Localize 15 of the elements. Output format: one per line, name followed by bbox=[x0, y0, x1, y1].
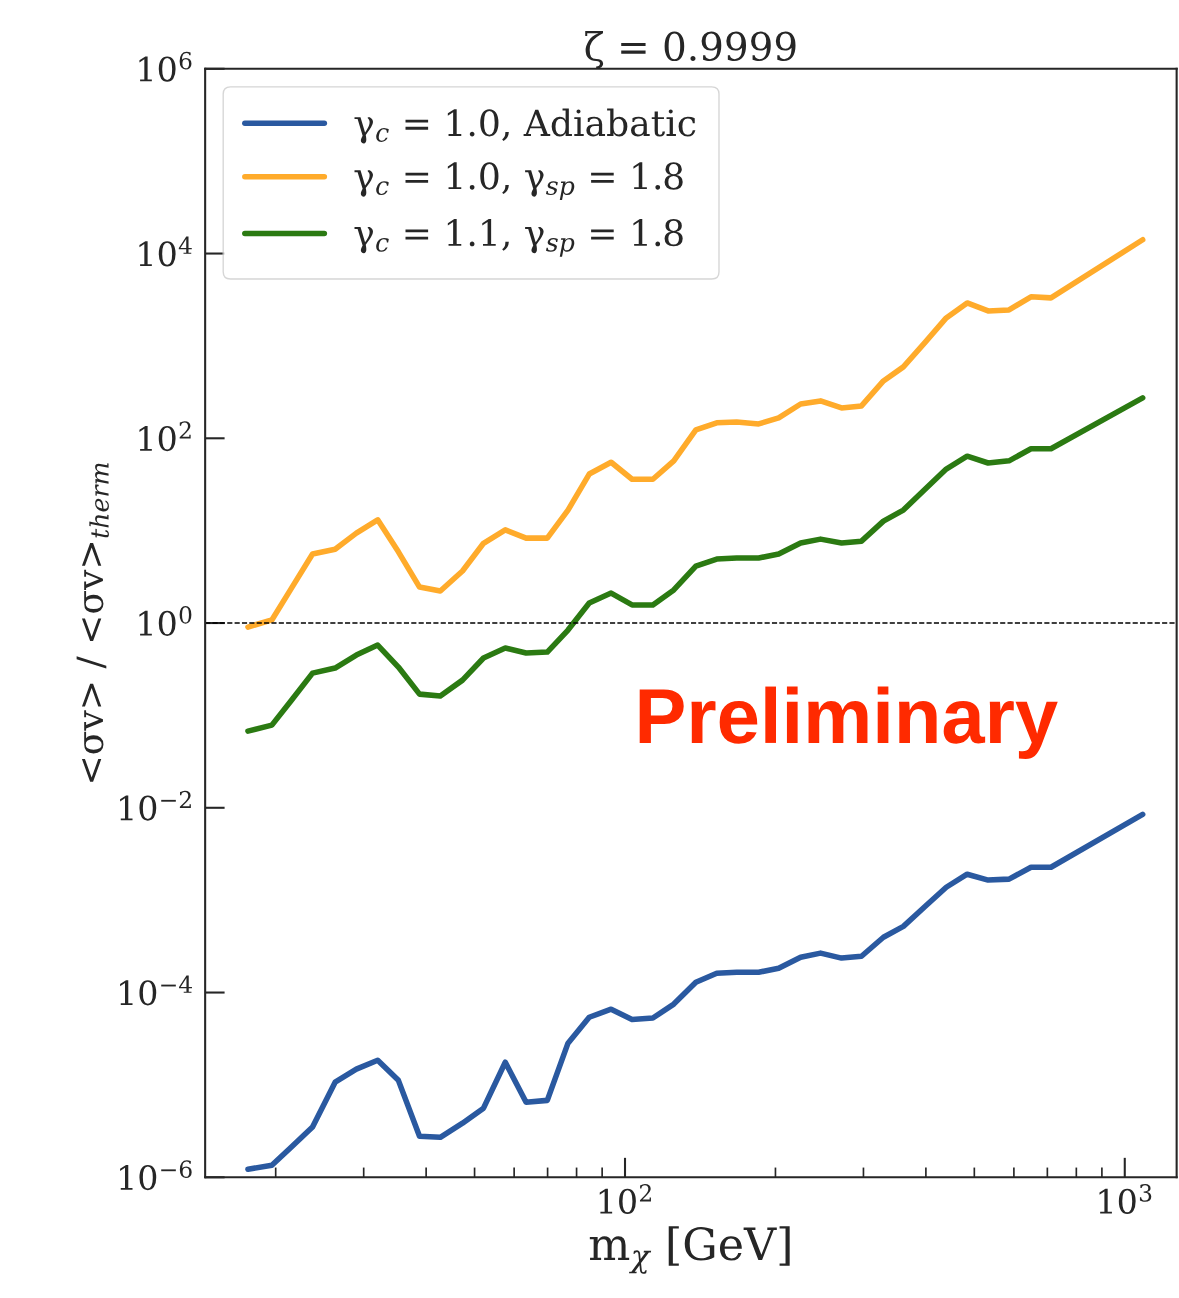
y-tick-label: 10$^{−2}$ bbox=[120, 790, 191, 821]
y-axis-title: <σv> / <σv>$_{therm}$ bbox=[76, 463, 109, 782]
y-tick-label: 10$^{0}$ bbox=[139, 606, 192, 636]
legend-label: γ$_{c}$ = 1.0, γ$_{sp}$ = 1.8 bbox=[354, 162, 683, 200]
y-tick-label: 10$^{6}$ bbox=[139, 51, 192, 82]
y-tick-label: 10$^{−6}$ bbox=[120, 1160, 192, 1191]
y-tick-label: 10$^{2}$ bbox=[139, 421, 191, 452]
y-tick-label: 10$^{4}$ bbox=[139, 236, 192, 267]
chart-title: ζ = 0.9999 bbox=[585, 30, 796, 69]
annotation: Preliminary bbox=[639, 686, 1058, 760]
y-tick-label: 10$^{−4}$ bbox=[120, 975, 192, 1006]
x-tick-label: 10$^{3}$ bbox=[1099, 1184, 1152, 1214]
legend-label: γ$_{c}$ = 1.0, Adiabatic bbox=[354, 108, 696, 144]
legend-label: γ$_{c}$ = 1.1, γ$_{sp}$ = 1.8 bbox=[354, 219, 683, 257]
x-axis-title: m$_{χ}$ [GeV] bbox=[589, 1226, 790, 1274]
